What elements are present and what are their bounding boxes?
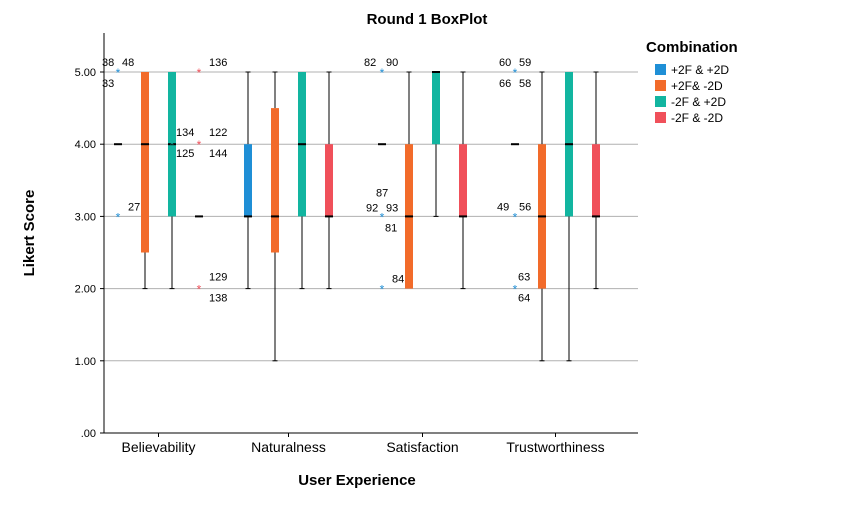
outlier-marker: * (197, 283, 202, 297)
outlier-label: 49 (497, 201, 509, 213)
legend-label: -2F & +2D (671, 95, 726, 109)
y-axis-title: Likert Score (21, 190, 38, 277)
box-body (459, 144, 467, 217)
legend-swatch (655, 80, 666, 91)
y-tick-label: .00 (81, 428, 96, 440)
box-3-2 (459, 71, 467, 290)
box-3-3 (592, 71, 600, 290)
box-body (141, 72, 149, 253)
legend-label: +2F & +2D (671, 63, 729, 77)
outlier-label: 60 (499, 57, 511, 69)
chart-title: Round 1 BoxPlot (367, 11, 488, 28)
box-body (325, 144, 333, 217)
box-2-0 (168, 72, 176, 290)
box-2-1 (298, 72, 306, 290)
x-tick-label: Naturalness (251, 439, 326, 455)
outlier-label: 27 (128, 201, 140, 213)
box-1-2 (405, 71, 413, 289)
box-body (432, 72, 440, 145)
box-1-0 (141, 72, 149, 290)
outlier-label: 56 (519, 201, 531, 213)
outlier-marker: * (380, 283, 385, 297)
x-tick-label: Believability (122, 439, 196, 455)
box-3-1 (325, 71, 333, 290)
outlier-marker: * (380, 66, 385, 80)
x-tick-label: Trustworthiness (506, 439, 604, 455)
y-tick-label: 3.00 (75, 211, 96, 223)
box-0-1 (244, 71, 252, 290)
outlier-marker: * (116, 66, 121, 80)
outlier-label: 87 (376, 187, 388, 199)
outlier-label: 63 (518, 272, 530, 284)
y-tick-labels: .00 1.00 2.00 3.00 4.00 5.00 (75, 67, 104, 440)
outlier-label: 92 (366, 202, 378, 214)
outlier-label: 90 (386, 57, 398, 69)
outlier-marker: * (513, 210, 518, 224)
legend: Combination +2F & +2D +2F& -2D -2F & +2D -2… (646, 39, 738, 125)
legend-label: +2F& -2D (671, 79, 723, 93)
outlier-label: 64 (518, 293, 530, 305)
boxes (114, 71, 600, 362)
outlier-marker: * (170, 138, 175, 152)
box-body (592, 144, 600, 217)
legend-swatch (655, 64, 666, 75)
outlier-marker: * (116, 210, 121, 224)
outlier-marker: * (197, 66, 202, 80)
outlier-label: 93 (386, 202, 398, 214)
outlier-label: 136 (209, 57, 227, 69)
outlier-label: 134 (176, 127, 194, 139)
y-tick-label: 5.00 (75, 67, 96, 79)
legend-swatch (655, 112, 666, 123)
outlier-label: 125 (176, 148, 194, 160)
box-2-2 (432, 71, 440, 217)
outlier-label: 138 (209, 293, 227, 305)
x-tick-labels: Believability Naturalness Satisfaction Trus… (122, 433, 605, 455)
outlier-label: 58 (519, 78, 531, 90)
legend-title: Combination (646, 39, 738, 56)
outlier-marker: * (197, 138, 202, 152)
outlier-label: 82 (364, 57, 376, 69)
outlier-label: 59 (519, 57, 531, 69)
axes (103, 33, 638, 434)
outlier-label: 48 (122, 57, 134, 69)
box-body (244, 144, 252, 217)
legend-swatch (655, 96, 666, 107)
y-tick-label: 2.00 (75, 284, 96, 296)
outlier-label: 38 (102, 57, 114, 69)
legend-label: -2F & -2D (671, 111, 723, 125)
x-tick-label: Satisfaction (386, 439, 458, 455)
outlier-label: 33 (102, 78, 114, 90)
y-tick-label: 4.00 (75, 139, 96, 151)
box-2-3 (565, 72, 573, 362)
outlier-label: 84 (392, 274, 404, 286)
box-1-1 (271, 71, 279, 362)
outlier-label: 66 (499, 78, 511, 90)
x-axis-title: User Experience (298, 472, 416, 489)
outlier-marker: * (513, 283, 518, 297)
outlier-label: 129 (209, 272, 227, 284)
box-1-3 (538, 71, 546, 362)
outlier-marker: * (380, 210, 385, 224)
outlier-marker: * (513, 66, 518, 80)
outlier-label: 122 (209, 127, 227, 139)
box-body (271, 108, 279, 253)
outlier-label: 81 (385, 222, 397, 234)
gridlines (104, 71, 638, 362)
outlier-label: 144 (209, 148, 227, 160)
y-tick-label: 1.00 (75, 356, 96, 368)
